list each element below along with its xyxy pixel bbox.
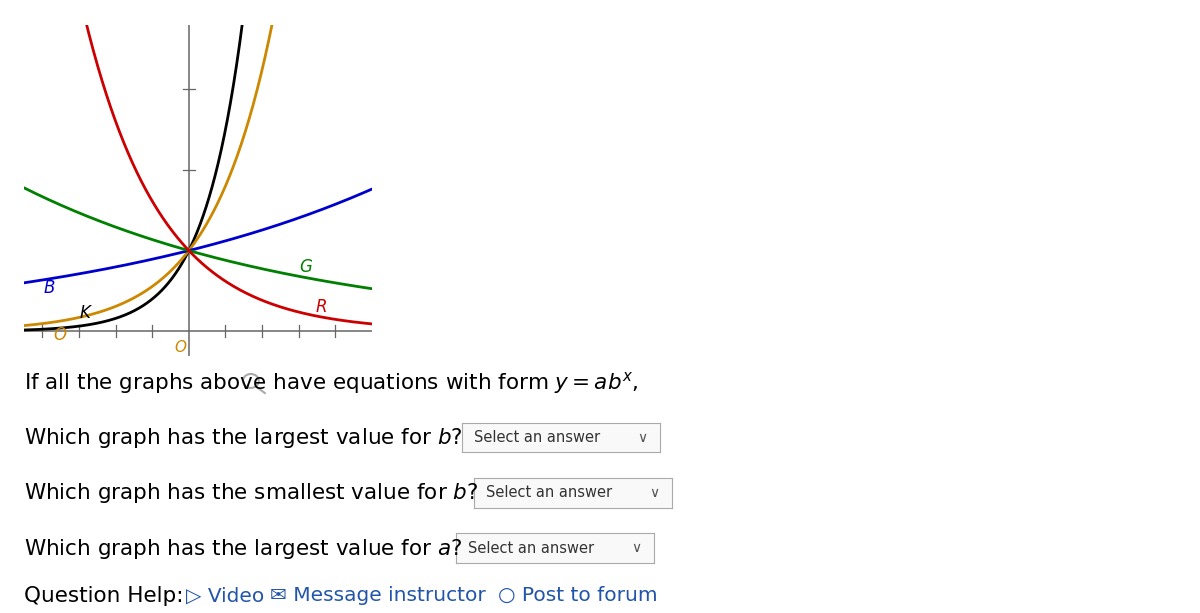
Text: ∨: ∨ [649, 486, 659, 500]
Text: Select an answer: Select an answer [474, 430, 600, 445]
Text: Select an answer: Select an answer [468, 541, 594, 555]
Text: ▷ Video: ▷ Video [186, 587, 264, 605]
Text: $R$: $R$ [314, 299, 326, 316]
Text: Question Help:: Question Help: [24, 586, 184, 606]
Text: ∨: ∨ [637, 431, 647, 444]
Text: $G$: $G$ [299, 259, 313, 276]
Text: If all the graphs above have equations with form $y = ab^x$,: If all the graphs above have equations w… [24, 370, 638, 396]
Text: $B$: $B$ [43, 280, 56, 297]
Text: ∨: ∨ [631, 541, 641, 555]
Text: Which graph has the smallest value for $b$?: Which graph has the smallest value for $… [24, 481, 479, 506]
Text: Which graph has the largest value for $b$?: Which graph has the largest value for $b… [24, 426, 463, 451]
Text: ○ Post to forum: ○ Post to forum [498, 587, 658, 605]
Text: $K$: $K$ [79, 305, 94, 321]
Text: Select an answer: Select an answer [486, 485, 612, 500]
Text: Which graph has the largest value for $a$?: Which graph has the largest value for $a… [24, 536, 462, 561]
Text: ✉ Message instructor: ✉ Message instructor [270, 587, 486, 605]
Text: $O$: $O$ [54, 327, 68, 344]
Text: $O$: $O$ [174, 340, 187, 356]
